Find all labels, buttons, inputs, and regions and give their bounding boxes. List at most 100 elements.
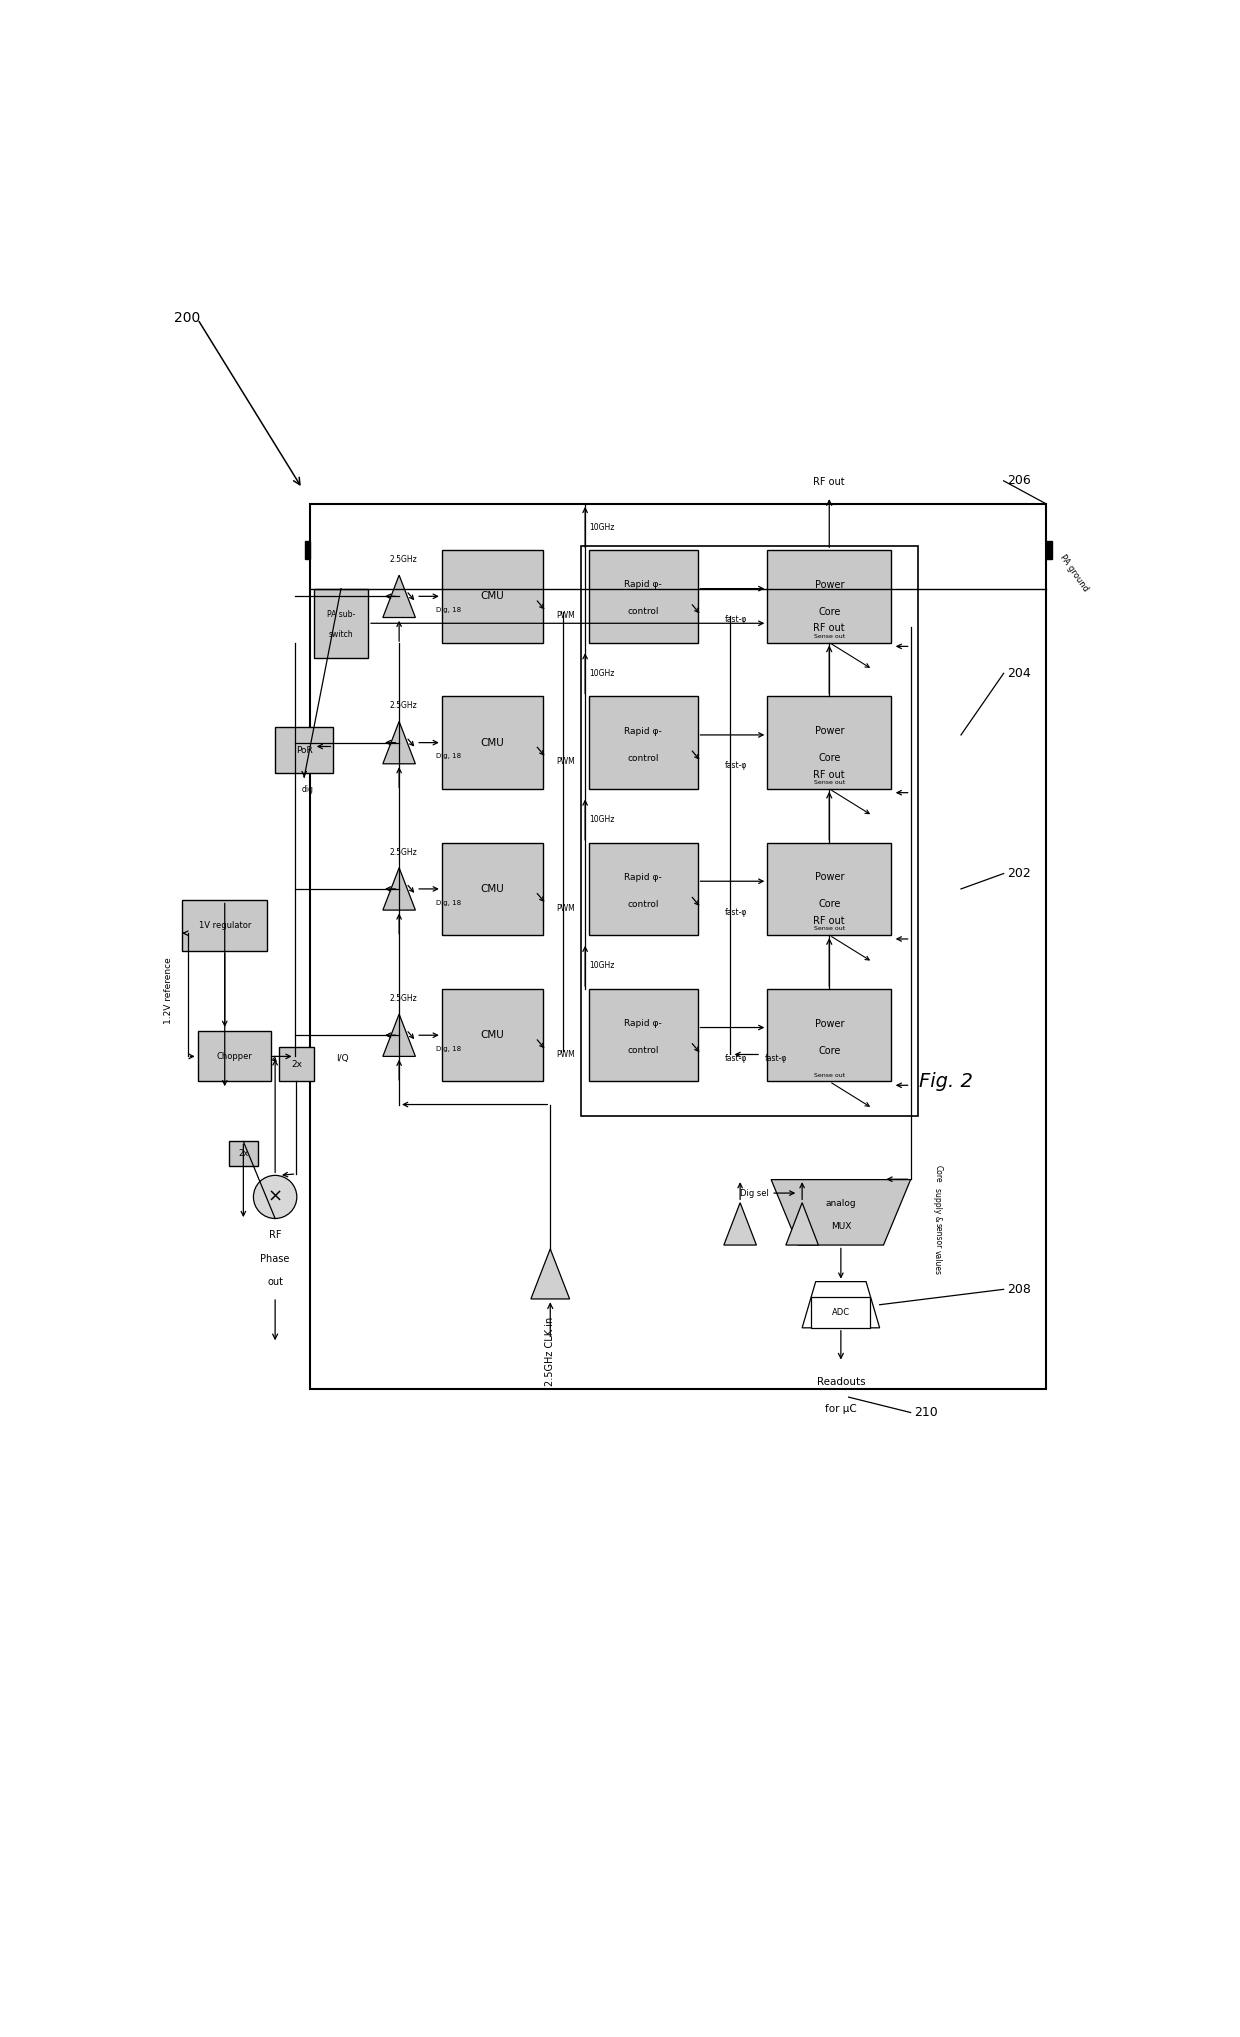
Text: Core: Core	[818, 898, 841, 909]
FancyBboxPatch shape	[441, 990, 543, 1082]
Text: Dig, 18: Dig, 18	[435, 607, 461, 613]
Text: Dig, 18: Dig, 18	[435, 754, 461, 760]
FancyBboxPatch shape	[768, 990, 892, 1082]
Text: Power: Power	[815, 872, 844, 882]
Polygon shape	[383, 868, 415, 911]
Text: ADC: ADC	[832, 1308, 849, 1318]
FancyBboxPatch shape	[589, 843, 697, 935]
FancyBboxPatch shape	[305, 542, 310, 560]
Text: 208: 208	[1007, 1283, 1032, 1296]
FancyBboxPatch shape	[182, 900, 268, 951]
FancyBboxPatch shape	[768, 697, 892, 788]
Text: 1.2V reference: 1.2V reference	[165, 957, 174, 1025]
Text: Readouts: Readouts	[817, 1377, 866, 1387]
Text: 10GHz: 10GHz	[589, 524, 614, 532]
Text: 10GHz: 10GHz	[589, 961, 614, 970]
Text: 2.5GHz: 2.5GHz	[389, 701, 417, 711]
FancyBboxPatch shape	[589, 990, 697, 1082]
Polygon shape	[771, 1179, 910, 1245]
Text: supply &: supply &	[934, 1188, 942, 1222]
Text: Power: Power	[815, 725, 844, 735]
Text: out: out	[267, 1277, 283, 1287]
Text: fast-φ: fast-φ	[724, 1053, 746, 1063]
Text: Sense out: Sense out	[813, 927, 844, 931]
Text: Chopper: Chopper	[217, 1051, 253, 1061]
Text: Rapid φ-: Rapid φ-	[625, 1018, 662, 1029]
Text: Rapid φ-: Rapid φ-	[625, 727, 662, 735]
Text: fast-φ: fast-φ	[724, 762, 746, 770]
Text: RF out: RF out	[813, 917, 846, 927]
Text: dig: dig	[303, 784, 314, 794]
Text: Sense out: Sense out	[813, 780, 844, 784]
Text: control: control	[627, 754, 658, 762]
Text: Core: Core	[818, 754, 841, 764]
Text: 10GHz: 10GHz	[589, 668, 614, 678]
Text: 200: 200	[175, 312, 201, 326]
Text: control: control	[627, 607, 658, 617]
Text: fast-φ: fast-φ	[765, 1053, 787, 1063]
Text: 2.5GHz: 2.5GHz	[389, 994, 417, 1002]
Text: switch: switch	[329, 629, 353, 640]
FancyBboxPatch shape	[228, 1141, 258, 1165]
Text: RF out: RF out	[813, 770, 846, 780]
Text: PA ground: PA ground	[1058, 552, 1090, 593]
FancyBboxPatch shape	[314, 589, 368, 658]
Text: Power: Power	[815, 1018, 844, 1029]
Text: CMU: CMU	[480, 884, 503, 894]
Circle shape	[253, 1175, 296, 1218]
Text: Dig, 18: Dig, 18	[435, 900, 461, 906]
Text: Core: Core	[934, 1165, 942, 1183]
Text: fast-φ: fast-φ	[724, 909, 746, 917]
Text: RF out: RF out	[813, 477, 846, 487]
FancyBboxPatch shape	[279, 1047, 314, 1082]
Polygon shape	[383, 1014, 415, 1057]
Text: control: control	[627, 900, 658, 909]
Text: ×: ×	[268, 1188, 283, 1206]
Text: CMU: CMU	[480, 1031, 503, 1041]
FancyBboxPatch shape	[310, 503, 1047, 1389]
Text: PoR: PoR	[296, 746, 312, 756]
Text: RF: RF	[269, 1230, 281, 1241]
Polygon shape	[531, 1249, 569, 1300]
Text: Fig. 2: Fig. 2	[919, 1071, 972, 1092]
Polygon shape	[786, 1202, 818, 1245]
FancyBboxPatch shape	[589, 697, 697, 788]
Text: 202: 202	[1007, 868, 1032, 880]
Text: 2x: 2x	[291, 1059, 301, 1069]
Text: 2.5GHz: 2.5GHz	[389, 847, 417, 858]
Text: 206: 206	[1007, 475, 1032, 487]
Text: I/Q: I/Q	[336, 1053, 348, 1063]
Text: PA sub-: PA sub-	[327, 609, 355, 619]
Text: Sense out: Sense out	[813, 1073, 844, 1078]
Text: Rapid φ-: Rapid φ-	[625, 874, 662, 882]
Text: Core: Core	[818, 607, 841, 617]
FancyBboxPatch shape	[441, 550, 543, 642]
Text: 210: 210	[915, 1406, 939, 1420]
Text: 2x: 2x	[238, 1149, 248, 1159]
FancyBboxPatch shape	[1047, 542, 1052, 560]
FancyBboxPatch shape	[768, 550, 892, 642]
Text: fast-φ: fast-φ	[724, 615, 746, 623]
Polygon shape	[383, 721, 415, 764]
Polygon shape	[724, 1202, 756, 1245]
Text: PWM: PWM	[557, 611, 575, 619]
Text: 10GHz: 10GHz	[589, 815, 614, 825]
Text: PWM: PWM	[557, 904, 575, 913]
Text: Core: Core	[818, 1045, 841, 1055]
Text: Phase: Phase	[260, 1253, 290, 1263]
Text: 2.5GHz: 2.5GHz	[389, 554, 417, 564]
FancyBboxPatch shape	[441, 697, 543, 788]
Text: 1V regulator: 1V regulator	[198, 921, 250, 931]
Text: CMU: CMU	[480, 591, 503, 601]
Text: RF out: RF out	[813, 623, 846, 634]
Text: MUX: MUX	[831, 1222, 851, 1230]
FancyBboxPatch shape	[441, 843, 543, 935]
Text: Dig, 18: Dig, 18	[435, 1047, 461, 1051]
Text: CMU: CMU	[480, 737, 503, 748]
FancyBboxPatch shape	[768, 843, 892, 935]
Polygon shape	[802, 1281, 879, 1328]
FancyBboxPatch shape	[811, 1298, 870, 1328]
Text: control: control	[627, 1047, 658, 1055]
Text: Dig sel: Dig sel	[740, 1188, 769, 1198]
FancyBboxPatch shape	[197, 1031, 272, 1082]
